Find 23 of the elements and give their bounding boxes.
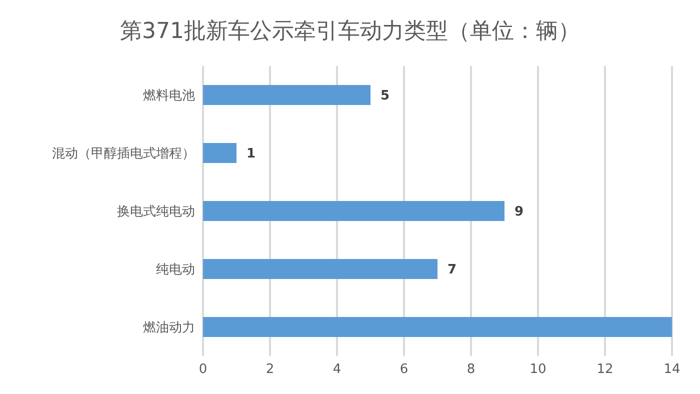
x-tick-label: 14: [664, 362, 680, 378]
y-tick-label: 燃料电池: [143, 88, 195, 104]
y-tick-label: 混动（甲醇插电式增程）: [52, 146, 195, 162]
data-label: 5: [380, 88, 390, 104]
data-label: 9: [514, 204, 524, 220]
x-tick-label: 0: [198, 362, 208, 378]
x-tick-label: 10: [530, 362, 546, 378]
y-tick-label: 纯电动: [156, 262, 195, 278]
x-tick-label: 6: [400, 362, 408, 378]
y-tick-label: 燃油动力: [143, 320, 195, 336]
bar: [203, 143, 236, 163]
x-tick-label: 2: [266, 362, 274, 378]
y-tick-label: 换电式纯电动: [117, 204, 195, 220]
bar: [203, 317, 672, 337]
x-tick-label: 4: [332, 362, 342, 378]
x-tick-label: 12: [596, 362, 614, 378]
data-label: 1: [246, 146, 256, 162]
bar: [203, 259, 438, 279]
bar: [203, 85, 370, 105]
data-label: 7: [448, 262, 457, 278]
bar: [203, 201, 504, 221]
chart-title: 第371批新车公示牵引车动力类型（单位：辆）: [119, 18, 581, 46]
x-tick-label: 8: [466, 362, 476, 378]
